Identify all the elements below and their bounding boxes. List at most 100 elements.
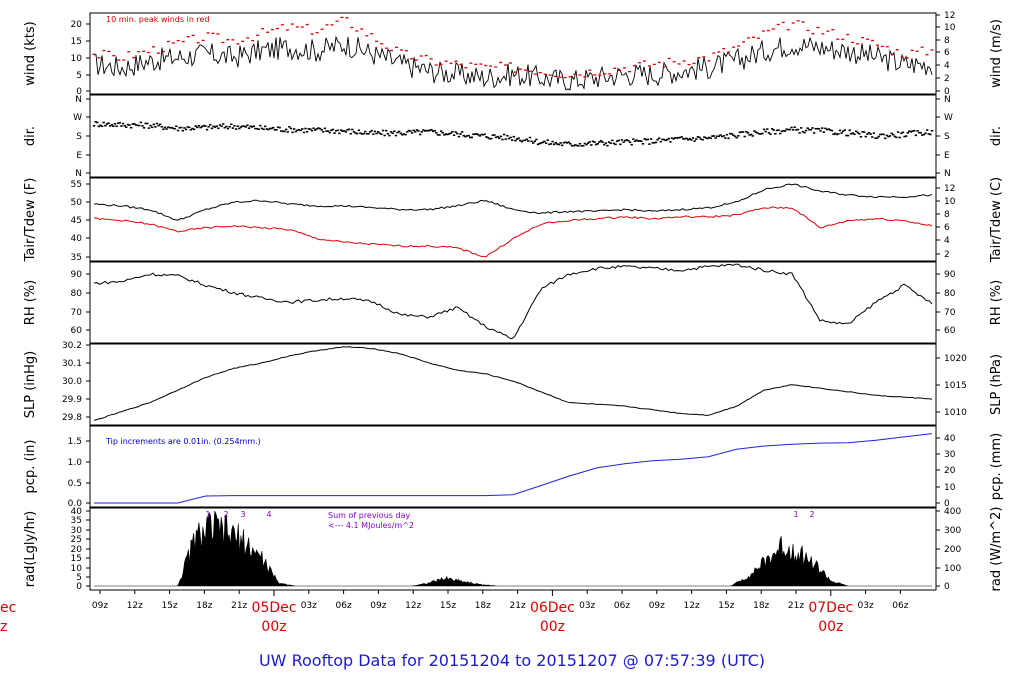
- day-marker: 4: [266, 510, 271, 519]
- time-tick-label: 03z: [858, 601, 874, 611]
- right-tick-label: 6: [944, 223, 950, 233]
- time-tick-label: 18z: [753, 601, 769, 611]
- day-marker: 2: [223, 510, 228, 519]
- radiation-annotation: Sum of previous day: [328, 511, 410, 520]
- right-tick-label: 2: [944, 74, 950, 84]
- panel-wind: 0 5 10 15 20 0 2 4 6 8 10 12 wind (kts) wind (m/s) 10 …: [23, 11, 1004, 97]
- ylabel-right: dir.: [989, 126, 1004, 146]
- ylabel-right: pcp. (mm): [989, 433, 1004, 500]
- right-tick-label: 1020: [944, 354, 967, 364]
- day-hour-label: 00z: [540, 619, 565, 635]
- time-tick-label: 06z: [892, 601, 908, 611]
- right-tick-label: 40: [944, 434, 956, 444]
- time-tick-label: 18z: [196, 601, 212, 611]
- left-tick-label: 15: [71, 37, 82, 47]
- time-tick-label: 21z: [231, 601, 247, 611]
- right-tick-label: 200: [944, 545, 961, 555]
- ylabel-right: Tair/Tdew (C): [989, 177, 1004, 263]
- right-tick-label: 90: [944, 270, 956, 280]
- left-tick-label: 30.2: [62, 341, 82, 351]
- panel-pcp: 0.0 0.5 1.0 1.5 0 10 20 30 40 pcp. (in) pcp. (mm) T…: [23, 425, 1004, 509]
- left-tick-label: 30.1: [62, 359, 82, 369]
- ylabel-left: rad(Lgly/hr): [23, 511, 38, 587]
- right-tick-label: 10: [944, 197, 956, 207]
- panel-frame: [89, 12, 937, 95]
- right-tick-label: S: [944, 132, 950, 142]
- left-tick-label: N: [75, 169, 82, 179]
- right-tick-label: 10: [944, 23, 956, 33]
- time-tick-label: 15z: [718, 601, 734, 611]
- ylabel-right: rad (W/m^2): [989, 507, 1004, 592]
- right-tick-label: 6: [944, 48, 950, 58]
- left-tick-label: N: [75, 95, 82, 105]
- left-tick-label: 40: [71, 507, 83, 517]
- time-tick-label: 18z: [475, 601, 491, 611]
- radiation-series: [94, 510, 932, 587]
- right-tick-label: 12: [944, 184, 955, 194]
- right-tick-label: 1010: [944, 408, 967, 418]
- day-hour-label: 00z: [261, 619, 286, 635]
- left-tick-label: 1.0: [68, 458, 83, 468]
- left-tick-label: 10: [71, 564, 83, 574]
- left-tick-label: 35: [71, 253, 82, 263]
- air-temperature-series: [93, 183, 933, 221]
- left-tick-label: S: [76, 132, 82, 142]
- time-tick-label: 15z: [440, 601, 456, 611]
- day-marker: 2: [809, 510, 814, 519]
- left-hour-fragment: z: [0, 619, 7, 635]
- panel-frame: [89, 261, 937, 344]
- day-date-label: 06Dec: [530, 600, 575, 616]
- day-date-label: 05Dec: [252, 600, 297, 616]
- left-tick-label: 30.0: [62, 377, 82, 387]
- panel-frame: [89, 425, 937, 508]
- right-tick-label: 100: [944, 564, 961, 574]
- time-tick-label: 09z: [370, 601, 386, 611]
- time-tick-label: 21z: [788, 601, 804, 611]
- right-tick-label: 70: [944, 308, 956, 318]
- left-date-fragment: ec: [0, 600, 16, 616]
- day-marker: 1: [793, 510, 798, 519]
- ylabel-left: Tair/Tdew (F): [23, 178, 38, 263]
- ylabel-left: pcp. (in): [23, 440, 38, 494]
- right-tick-label: 8: [944, 36, 950, 46]
- left-tick-label: 90: [71, 270, 83, 280]
- right-tick-label: 1015: [944, 381, 967, 391]
- time-tick-label: 06z: [336, 601, 352, 611]
- left-tick-label: 0: [76, 87, 82, 97]
- time-tick-label: 12z: [684, 601, 700, 611]
- left-tick-label: 15: [71, 554, 82, 564]
- left-tick-label: 20: [71, 545, 83, 555]
- ylabel-right: wind (m/s): [989, 19, 1004, 88]
- left-tick-label: 20: [71, 20, 83, 30]
- day-hour-label: 00z: [818, 619, 843, 635]
- right-tick-label: E: [944, 151, 950, 161]
- day-marker: 1: [205, 510, 210, 519]
- dewpoint-series: [94, 206, 933, 258]
- left-tick-label: 0.0: [68, 499, 83, 509]
- time-tick-label: 06z: [614, 601, 630, 611]
- radiation-annotation-2: <--- 4.1 MJoules/m^2: [328, 521, 414, 530]
- left-tick-label: 29.9: [62, 395, 82, 405]
- right-tick-label: 4: [944, 61, 950, 71]
- ylabel-right: SLP (hPa): [989, 354, 1004, 415]
- day-marker: 3: [240, 510, 245, 519]
- ylabel-left: RH (%): [23, 280, 38, 325]
- left-tick-label: 45: [71, 216, 82, 226]
- left-tick-label: 50: [71, 198, 83, 208]
- left-tick-label: 70: [71, 308, 83, 318]
- panel-rh: 60 70 80 90 60 70 80 90 RH (%) RH (%): [23, 261, 1004, 344]
- day-date-label: 07Dec: [808, 600, 853, 616]
- right-tick-label: 20: [944, 466, 956, 476]
- left-tick-label: 0.5: [68, 479, 82, 489]
- ylabel-right: RH (%): [989, 280, 1004, 325]
- ylabel-left: SLP (inHg): [23, 351, 38, 419]
- left-tick-label: 5: [76, 573, 82, 583]
- left-tick-label: 1.5: [68, 437, 82, 447]
- right-tick-label: 30: [944, 450, 956, 460]
- right-tick-label: 0: [944, 582, 950, 592]
- right-tick-label: 2: [944, 250, 950, 260]
- rh-series: [93, 263, 933, 340]
- time-tick-label: 15z: [162, 601, 178, 611]
